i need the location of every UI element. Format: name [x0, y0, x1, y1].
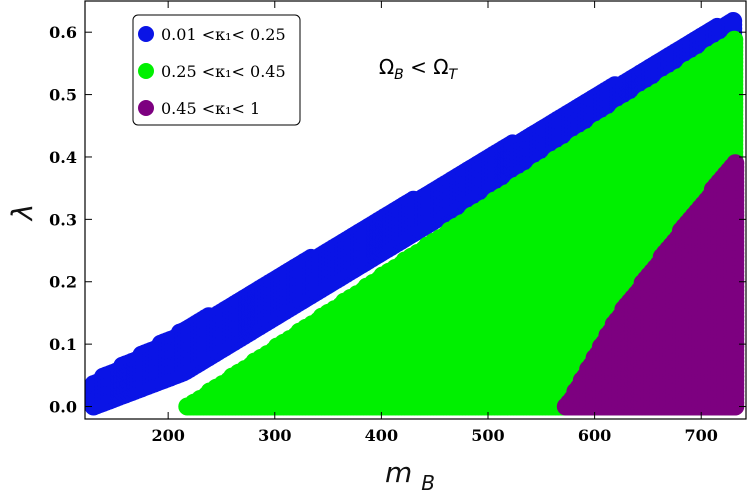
data-point	[724, 12, 743, 30]
series-1	[85, 12, 743, 416]
data-marks	[85, 12, 745, 416]
